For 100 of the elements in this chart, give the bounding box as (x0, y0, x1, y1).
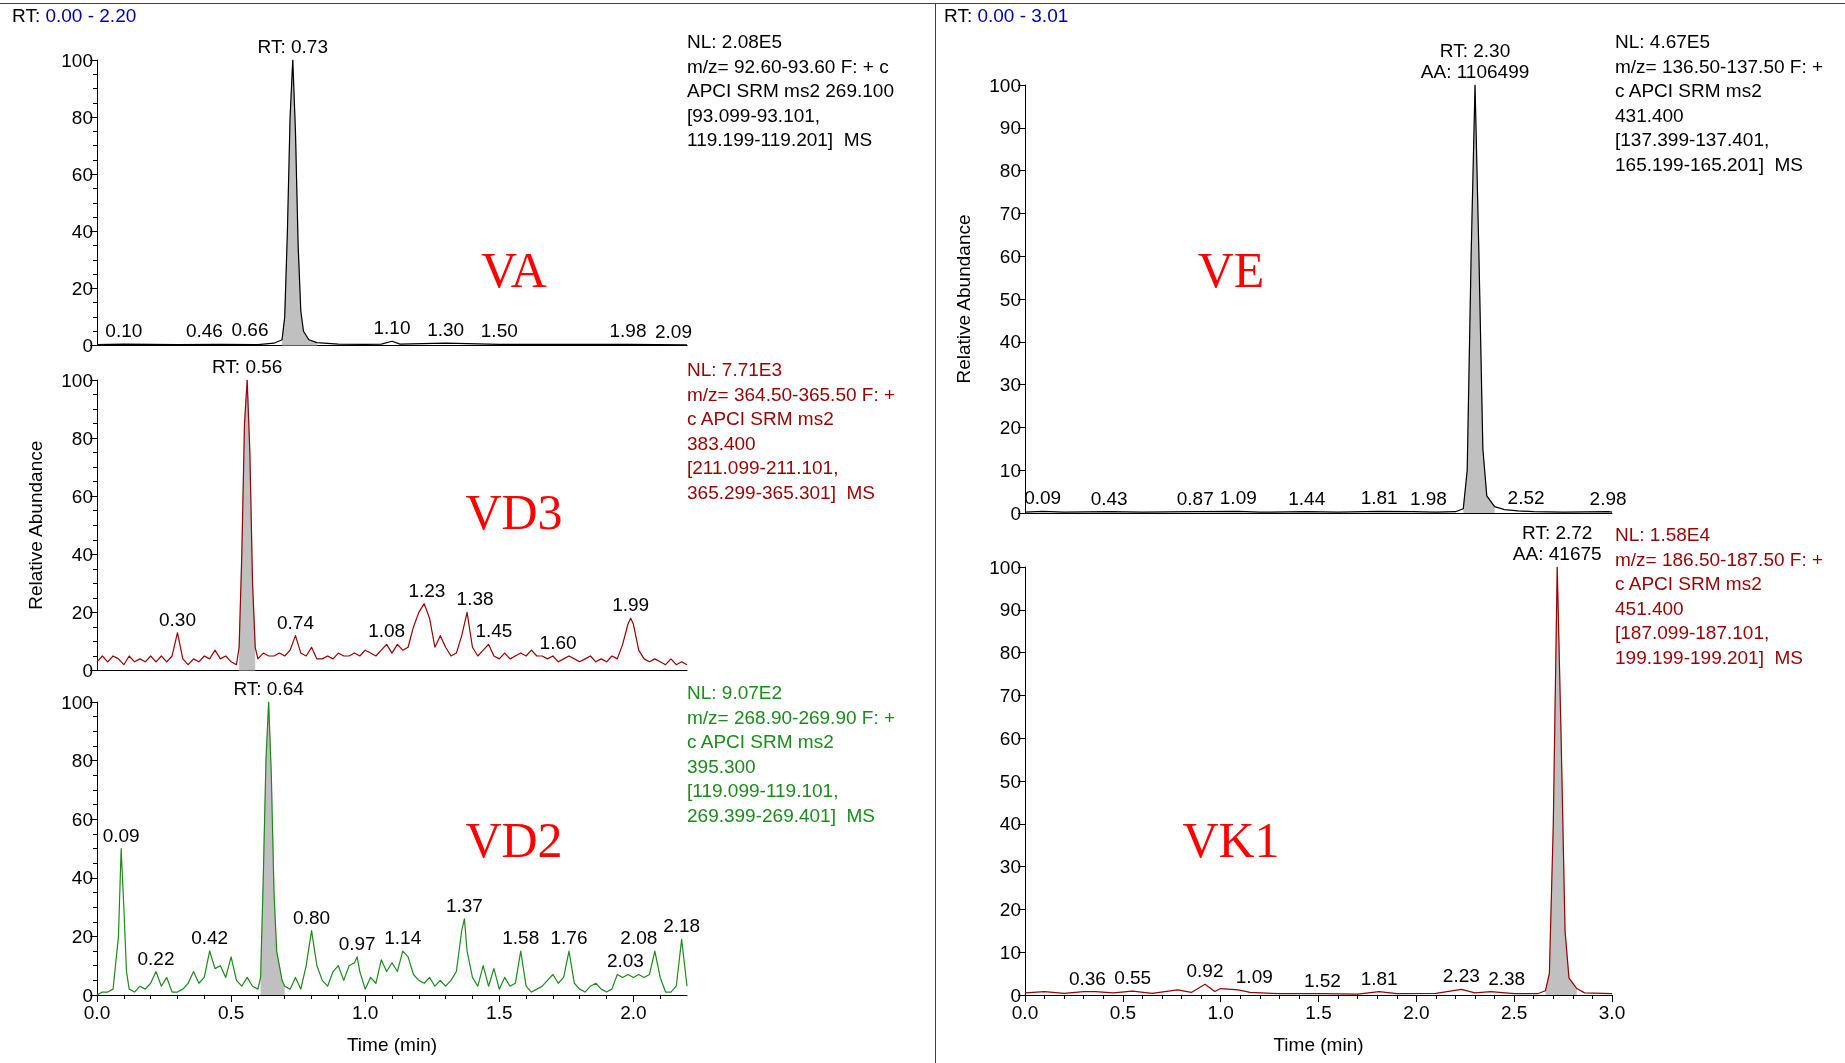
annotation: 2.03 (606, 950, 644, 972)
y-tick-label: 80 (71, 750, 93, 772)
annotation: c APCI SRM ms2 (687, 731, 834, 752)
x-tick-label: 2.0 (620, 1002, 647, 1023)
y-tick-label: 60 (71, 485, 93, 507)
text: NL: 7.71E3 (687, 359, 783, 380)
annotation: 365.299-365.301] MS (687, 481, 876, 503)
annotation: 1.23 (408, 579, 446, 601)
annotation: 1.14 (384, 927, 422, 949)
text: c APCI SRM ms2 (1615, 573, 1762, 594)
annotation: 1.10 (373, 317, 411, 339)
annotation: 2.08 (620, 927, 658, 949)
y-tick-label: 0 (1010, 502, 1021, 524)
annotation: 0.55 (1114, 967, 1152, 989)
line-series (96, 379, 688, 666)
annotation: 2.38 (1488, 967, 1526, 989)
text: 165.199-165.201] MS (1615, 153, 1804, 175)
y-tick-label: 60 (71, 808, 93, 830)
x-axis-title: Time (min) (1273, 1034, 1364, 1055)
y-tick-label: 80 (999, 160, 1021, 182)
annotation: RT: 0.73 (257, 36, 328, 57)
y-axis-title: Relative Abundance (25, 440, 46, 610)
y-tick-label: 20 (999, 416, 1021, 438)
chart-subtitle: RT: 0.00 - 2.20 (12, 5, 137, 26)
y-axis-title: Relative Abundance (953, 214, 974, 384)
y-tick-label: 20 (71, 925, 93, 947)
annotation: 383.400 (687, 432, 756, 454)
text: 451.400 (1615, 597, 1684, 619)
x-axis-title: Time (min) (346, 1034, 438, 1055)
y-tick-label: 100 (61, 49, 93, 71)
y-tick-label: 40 (71, 220, 93, 242)
text: 431.400 (1615, 104, 1684, 126)
annotation: APCI SRM ms2 269.100 (687, 80, 894, 101)
x-tick-label: 0.5 (217, 1002, 245, 1023)
annotation: 1.81 (1360, 487, 1398, 509)
y-tick-label: 20 (999, 898, 1021, 920)
y-tick-label: 40 (71, 543, 93, 565)
annotation: 0.87 (1176, 487, 1214, 509)
annotation: RT: 2.30 AA: 1106499 (1420, 40, 1530, 82)
text: c APCI SRM ms2 (1615, 80, 1762, 101)
annotation: 1.09 (1219, 487, 1257, 509)
y-tick-label: 50 (999, 288, 1021, 310)
annotation: 1.98 (1409, 487, 1447, 509)
text: VE (1197, 242, 1265, 298)
annotation: 0.43 (1090, 487, 1128, 509)
annotation: 2.98 (1589, 487, 1627, 509)
annotation: 0.74 (276, 611, 315, 633)
y-tick-label: 40 (71, 867, 93, 889)
text: NL: 1.58E4 (1615, 524, 1711, 545)
text: [187.099-187.101, (1615, 622, 1770, 643)
y-tick-label: 40 (999, 331, 1021, 353)
text: VA (481, 242, 547, 298)
y-tick-label: 30 (999, 856, 1021, 878)
x-tick-label: 1.5 (1305, 1002, 1332, 1023)
annotation: 0.22 (137, 947, 175, 969)
annotation: 1.08 (368, 620, 406, 642)
annotation: 0.36 (1068, 967, 1106, 989)
chart-subtitle: RT: 0.00 - 3.01 (944, 5, 1069, 26)
annotation: 0.30 (158, 608, 196, 630)
y-tick-label: 60 (999, 727, 1021, 749)
x-tick-label: 1.5 (486, 1002, 513, 1023)
y-tick-label: 100 (61, 369, 93, 391)
y-tick-label: 80 (71, 427, 93, 449)
annotation: 1.45 (475, 620, 513, 642)
annotation: m/z= 364.50-365.50 F: + (687, 383, 896, 405)
annotation: 0.10 (105, 320, 143, 342)
y-tick-label: 100 (989, 74, 1021, 96)
text: [137.399-137.401, (1615, 129, 1770, 150)
y-tick-label: 60 (999, 245, 1021, 267)
annotation: 395.300 (687, 755, 756, 777)
y-tick-label: 70 (999, 684, 1021, 706)
y-tick-label: 30 (999, 374, 1021, 396)
annotation: 0.92 (1186, 960, 1224, 982)
y-tick-label: 0 (82, 660, 93, 681)
annotation: RT: 2.72 AA: 41675 (1512, 522, 1602, 564)
annotation: 0.97 (338, 932, 376, 954)
annotation: 2.09 (655, 320, 692, 342)
annotation: 0.46 (185, 320, 223, 342)
x-tick-label: 3.0 (1598, 1002, 1626, 1023)
annotation: 119.199-119.201] MS (687, 129, 873, 150)
annotation: 1.52 (1303, 969, 1341, 991)
annotation: [93.099-93.101, (687, 104, 821, 126)
y-tick-label: 80 (71, 106, 93, 128)
x-tick-label: 2.5 (1500, 1002, 1528, 1023)
x-tick-label: 1.0 (351, 1002, 379, 1023)
text: 199.199-199.201] MS (1615, 646, 1804, 668)
annotation: 0.09 (102, 824, 140, 846)
annotation: RT: 0.56 (211, 356, 283, 377)
annotation: 1.38 (456, 588, 494, 610)
x-tick-label: 1.0 (1207, 1002, 1234, 1023)
annotation: 0.80 (293, 906, 331, 928)
annotation: 1.30 (427, 319, 465, 341)
annotation: RT: 0.64 (233, 678, 305, 699)
y-tick-label: 70 (999, 202, 1021, 224)
annotation: 2.23 (1442, 965, 1480, 987)
annotation: 1.60 (539, 631, 577, 653)
y-tick-label: 100 (989, 556, 1021, 578)
y-tick-label: 0 (82, 335, 93, 356)
annotation: 1.81 (1360, 967, 1398, 989)
text: m/z= 186.50-187.50 F: + (1615, 548, 1824, 570)
